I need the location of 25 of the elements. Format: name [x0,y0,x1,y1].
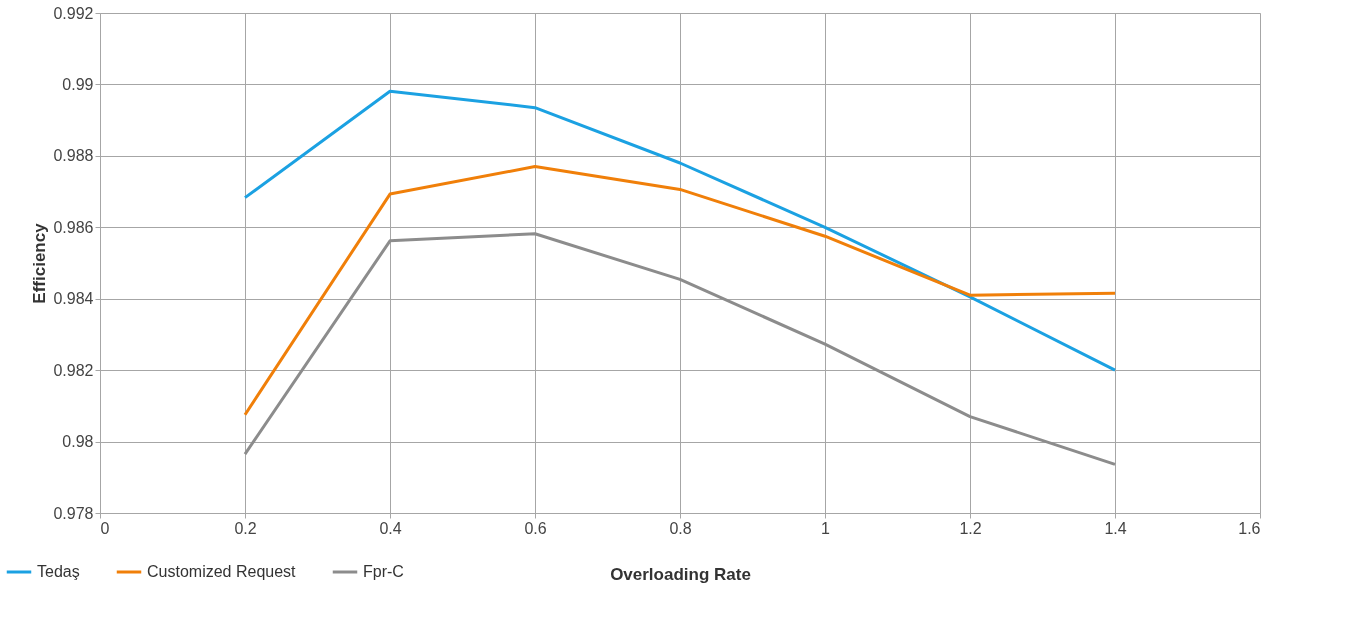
y-tick-label: 0.978 [53,504,94,522]
legend-label: Tedaş [37,563,80,580]
legend-label: Fpr-C [363,563,404,580]
x-tick-label: 1.4 [1104,519,1127,537]
x-tick-label: 1 [821,519,831,537]
y-tick-label: 0.986 [53,218,94,236]
x-tick-label: 0 [100,519,110,537]
x-tick-label: 1.6 [1238,519,1261,537]
legend-label: Customized Request [147,563,297,580]
x-tick-label: 0.6 [524,519,547,537]
y-tick-label: 0.984 [53,290,94,308]
x-tick-label: 0.8 [669,519,692,537]
y-tick-label: 0.98 [62,433,94,451]
y-tick-label: 0.988 [53,147,94,165]
x-tick-label: 1.2 [959,519,982,537]
x-tick-label: 0.4 [379,519,402,537]
y-tick-label: 0.992 [53,4,94,22]
y-tick-label: 0.982 [53,361,94,379]
line-series [243,165,1117,417]
x-axis-title: Overloading Rate [610,564,751,584]
line-series [243,89,1117,372]
y-tick-label: 0.99 [62,75,94,93]
y-axis-title: Efficiency [30,222,50,304]
x-tick-label: 0.2 [234,519,257,537]
line-series [243,232,1117,466]
